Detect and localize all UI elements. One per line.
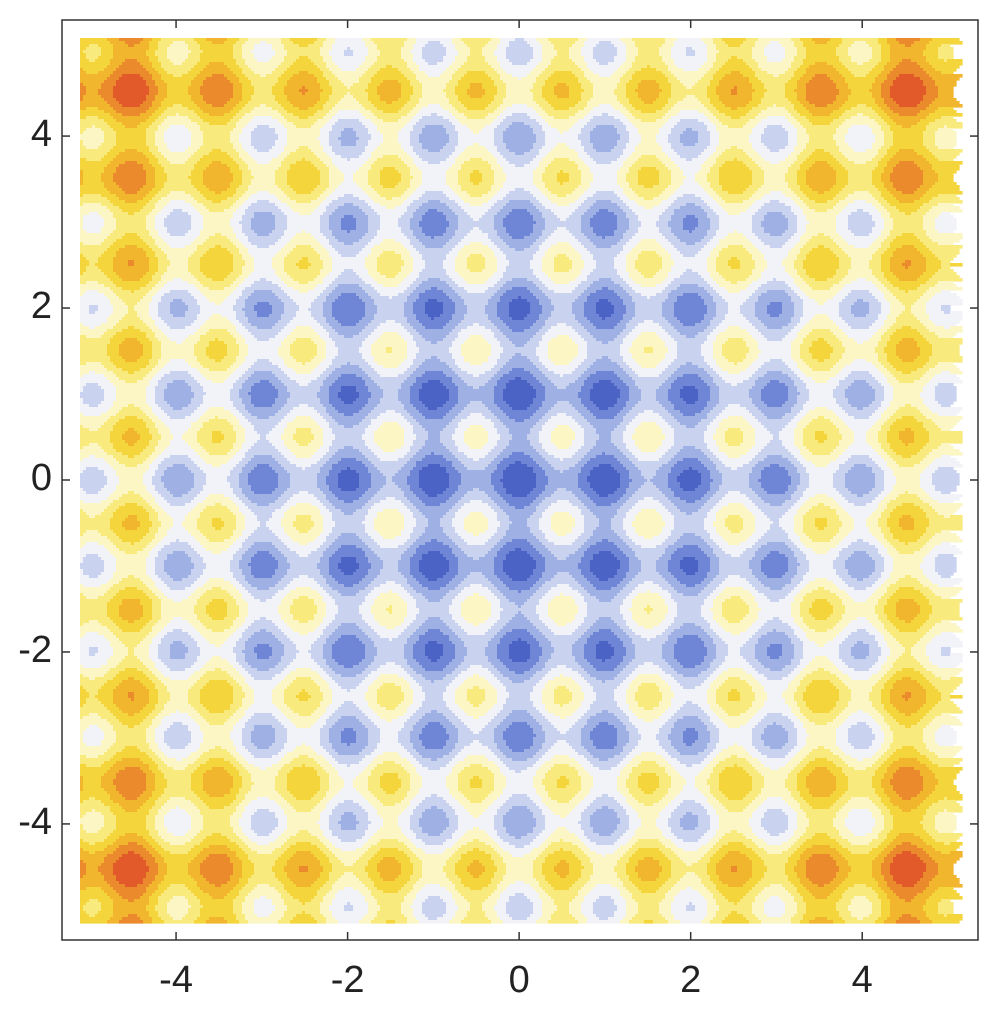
contour-field bbox=[80, 38, 963, 924]
contour-cell bbox=[950, 263, 963, 267]
